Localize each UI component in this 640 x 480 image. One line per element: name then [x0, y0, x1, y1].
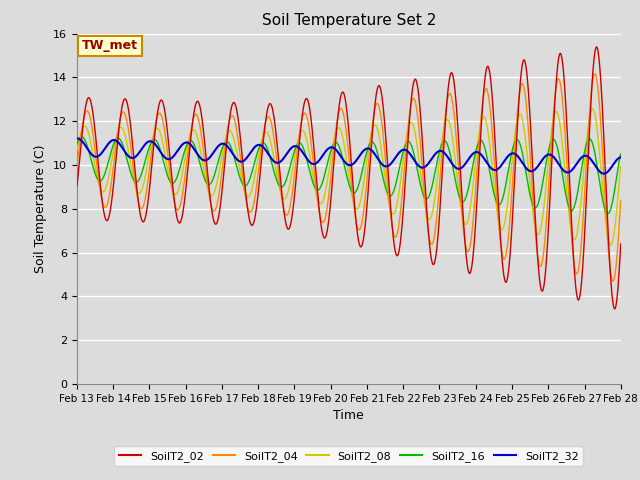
Line: SoilT2_02: SoilT2_02	[77, 47, 621, 309]
SoilT2_02	[383, 143, 390, 149]
SoilT2_32	[325, 145, 333, 151]
SoilT2_16	[115, 136, 123, 142]
X-axis label: Time: Time	[333, 409, 364, 422]
SoilT2_02	[617, 241, 625, 247]
SoilT2_02	[593, 44, 600, 50]
SoilT2_04	[73, 164, 81, 169]
Title: Soil Temperature Set 2: Soil Temperature Set 2	[262, 13, 436, 28]
SoilT2_02	[315, 203, 323, 209]
SoilT2_04	[137, 205, 145, 211]
SoilT2_08	[137, 189, 145, 194]
SoilT2_32	[73, 135, 81, 141]
Line: SoilT2_32: SoilT2_32	[77, 138, 621, 174]
SoilT2_02	[304, 97, 312, 103]
SoilT2_08	[73, 147, 81, 153]
Text: TW_met: TW_met	[82, 39, 138, 52]
SoilT2_08	[617, 163, 625, 169]
Legend: SoilT2_02, SoilT2_04, SoilT2_08, SoilT2_16, SoilT2_32: SoilT2_02, SoilT2_04, SoilT2_08, SoilT2_…	[115, 446, 583, 466]
SoilT2_32	[315, 158, 323, 164]
SoilT2_16	[304, 161, 312, 167]
SoilT2_08	[325, 169, 333, 175]
SoilT2_02	[115, 127, 123, 133]
SoilT2_32	[304, 157, 312, 163]
SoilT2_02	[73, 183, 81, 189]
SoilT2_08	[589, 106, 596, 111]
SoilT2_08	[607, 242, 614, 248]
Line: SoilT2_08: SoilT2_08	[77, 108, 621, 245]
SoilT2_16	[316, 186, 323, 192]
SoilT2_04	[617, 198, 625, 204]
SoilT2_04	[383, 168, 390, 173]
SoilT2_16	[325, 154, 333, 160]
SoilT2_08	[115, 126, 123, 132]
SoilT2_32	[137, 147, 145, 153]
SoilT2_16	[604, 211, 612, 216]
SoilT2_32	[383, 164, 390, 169]
SoilT2_08	[304, 141, 312, 147]
SoilT2_32	[617, 155, 625, 160]
SoilT2_02	[325, 218, 333, 224]
Line: SoilT2_04: SoilT2_04	[77, 74, 621, 281]
SoilT2_04	[315, 207, 323, 213]
SoilT2_04	[115, 122, 123, 128]
SoilT2_04	[609, 278, 617, 284]
SoilT2_32	[115, 140, 123, 146]
Line: SoilT2_16: SoilT2_16	[77, 137, 621, 214]
SoilT2_32	[600, 171, 607, 177]
SoilT2_16	[383, 188, 390, 194]
SoilT2_02	[137, 215, 145, 221]
SoilT2_04	[591, 71, 598, 77]
Y-axis label: Soil Temperature (C): Soil Temperature (C)	[35, 144, 47, 273]
SoilT2_16	[138, 171, 145, 177]
SoilT2_08	[383, 184, 390, 190]
SoilT2_16	[73, 140, 81, 146]
SoilT2_02	[611, 306, 618, 312]
SoilT2_04	[304, 117, 312, 122]
SoilT2_16	[78, 134, 86, 140]
SoilT2_16	[617, 151, 625, 157]
SoilT2_04	[325, 193, 333, 199]
SoilT2_08	[315, 200, 323, 205]
